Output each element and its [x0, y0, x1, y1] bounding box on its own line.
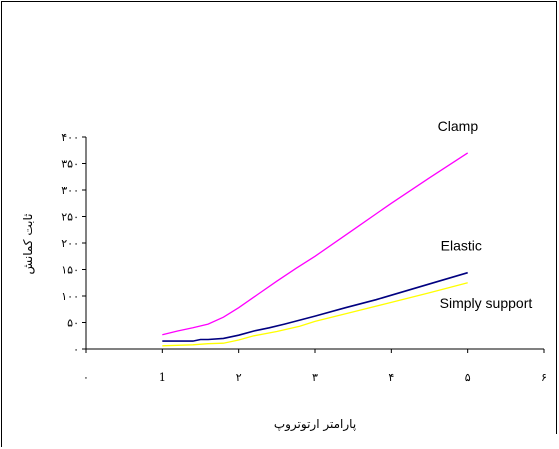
y-axis-title: ثابت کمانش: [21, 214, 36, 275]
y-tick-label: ۳۵۰: [61, 158, 79, 171]
y-tick-label: ۵۰: [67, 317, 79, 330]
labels: Clamp Elastic Simply support: [438, 118, 533, 311]
x-axis-title: پارامتر ارتوتروپ: [274, 417, 356, 432]
y-tick-label: ۱۵۰: [61, 264, 79, 277]
series-line-simply-support: [162, 282, 468, 347]
series-line-clamp: [162, 152, 469, 336]
y-tick-label: ۲۵۰: [61, 211, 79, 224]
series-label-elastic: Elastic: [441, 238, 482, 254]
x-tick-label: 1: [159, 371, 166, 384]
series-label-simply-support: Simply support: [440, 295, 533, 311]
x-tick-label: ۰: [83, 371, 89, 384]
series-line-elastic: [162, 271, 468, 342]
chart-frame-right-edge: [556, 1, 557, 434]
axes: ۰ ۵۰ ۱۰۰ ۱۵۰ ۲۰۰ ۲۵۰ ۳۰۰ ۳۵۰ ۴۰۰ ۰ 1 ۲ ۳ ۴ ۵ ۶: [61, 131, 547, 384]
series-layer: [162, 152, 469, 347]
y-tick-label: ۰: [73, 343, 79, 356]
y-tick-label: ۳۰۰: [61, 184, 79, 197]
y-tick-label: ۲۰۰: [61, 237, 79, 250]
y-tick-label: ۱۰۰: [61, 290, 79, 303]
x-tick-label: ۲: [236, 371, 242, 384]
x-tick-label: ۴: [388, 371, 394, 384]
x-tick-label: ۶: [541, 371, 547, 384]
y-tick-label: ۴۰۰: [61, 131, 79, 144]
series-label-clamp: Clamp: [438, 118, 479, 134]
x-tick-label: ۳: [312, 371, 318, 384]
x-tick-label: ۵: [465, 371, 471, 384]
